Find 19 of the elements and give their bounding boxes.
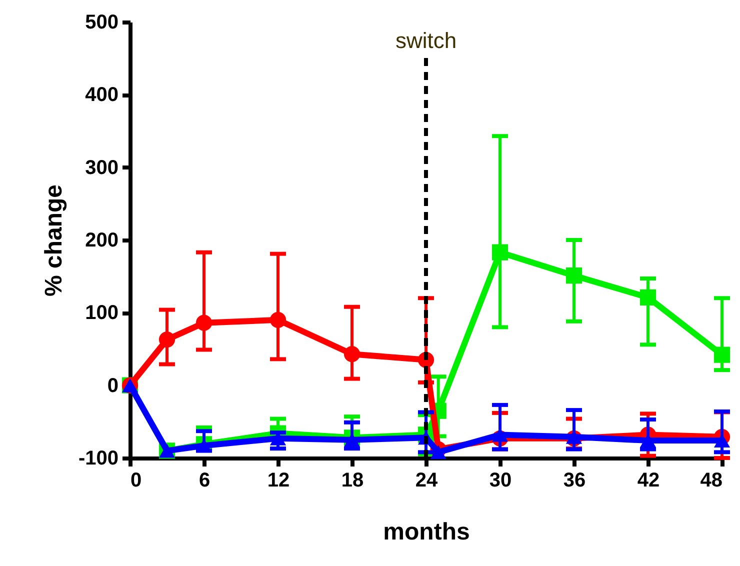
x-tick-label: 0 bbox=[130, 470, 142, 492]
x-tick-label: 48 bbox=[700, 470, 722, 492]
y-tick-label: 0 bbox=[107, 374, 118, 397]
x-tick-label: 36 bbox=[563, 470, 586, 492]
x-tick-label: 42 bbox=[637, 470, 660, 492]
y-tick-label: 400 bbox=[85, 84, 118, 106]
x-axis-title: months bbox=[383, 518, 470, 546]
x-tick-label: 30 bbox=[489, 470, 512, 492]
y-tick-label: 200 bbox=[85, 230, 118, 252]
y-tick-label: 500 bbox=[85, 12, 118, 34]
y-tick-label: 300 bbox=[85, 156, 118, 179]
x-tick-label: 12 bbox=[267, 470, 290, 492]
y-tick-label: -100 bbox=[78, 448, 118, 470]
y-tick-label: 100 bbox=[85, 302, 118, 324]
ref-line-label: switch bbox=[395, 28, 457, 53]
y-axis-title: % change bbox=[40, 184, 68, 297]
x-tick-label: 24 bbox=[415, 470, 438, 492]
x-tick-label: 6 bbox=[198, 470, 210, 492]
x-tick-label: 18 bbox=[341, 470, 364, 492]
